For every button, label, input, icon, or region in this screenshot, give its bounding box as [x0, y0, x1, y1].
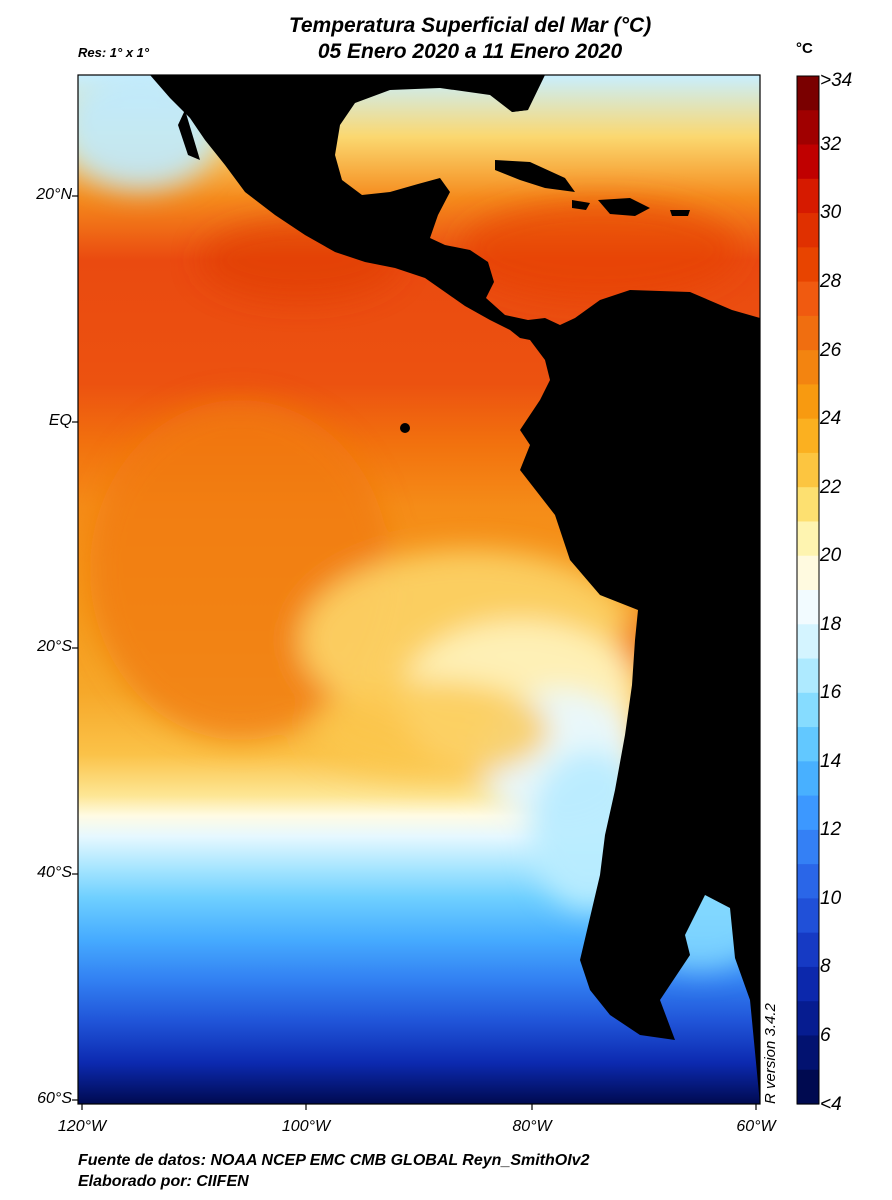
- colorbar-swatch: [797, 281, 819, 317]
- colorbar-tick-label: 22: [820, 477, 842, 498]
- colorbar-label-bottom: <4: [820, 1094, 842, 1115]
- colorbar-tick-label: 24: [820, 408, 842, 429]
- colorbar-swatch: [797, 692, 819, 728]
- landmass: [150, 75, 760, 1104]
- colorbar-swatch: [797, 555, 819, 591]
- colorbar-tick-label: 28: [820, 271, 842, 292]
- author-credit: Elaborado por: CIIFEN: [78, 1173, 249, 1190]
- data-source-credit: Fuente de datos: NOAA NCEP EMC CMB GLOBA…: [78, 1152, 590, 1169]
- colorbar-tick-label: 32: [820, 134, 842, 155]
- colorbar-frame: [796, 75, 820, 1105]
- colorbar-tick-label: 10: [820, 888, 842, 909]
- colorbar-swatch: [797, 864, 819, 899]
- colorbar-swatch: [797, 487, 819, 523]
- colorbar-swatch: [797, 795, 819, 831]
- map-date-range: 05 Enero 2020 a 11 Enero 2020: [317, 40, 623, 63]
- colorbar-swatch: [797, 521, 819, 557]
- colorbar-tick-label: 30: [820, 202, 842, 223]
- colorbar-swatch: [797, 213, 819, 248]
- colorbar-swatch: [797, 1035, 819, 1071]
- colorbar-tick-label: 8: [820, 956, 831, 977]
- lat-label-20n: 20°N: [36, 186, 72, 203]
- lat-label-40s: 40°S: [37, 864, 72, 881]
- colorbar-swatch: [797, 932, 819, 968]
- colorbar-unit: °C: [796, 40, 813, 57]
- lon-label-60w: 60°W: [736, 1118, 776, 1135]
- resolution-label: Res: 1° x 1°: [78, 45, 150, 60]
- lon-label-100w: 100°W: [281, 1118, 331, 1135]
- colorbar-swatch: [797, 315, 819, 351]
- r-version-label: R version 3.4.2: [762, 1003, 779, 1104]
- colorbar-swatch: [797, 247, 819, 283]
- colorbar-tick-label: 26: [820, 340, 842, 361]
- colorbar-tick-label: 12: [820, 819, 842, 840]
- colorbar-tick-label: 6: [820, 1025, 831, 1046]
- colorbar-swatch: [797, 1069, 819, 1105]
- colorbar-swatch: [797, 898, 819, 934]
- map-title: Temperatura Superficial del Mar (°C): [288, 14, 652, 37]
- colorbar-swatch: [797, 966, 819, 1002]
- lat-label-60s: 60°S: [37, 1090, 72, 1107]
- colorbar-swatch: [797, 384, 819, 420]
- lon-label-80w: 80°W: [512, 1118, 552, 1135]
- lon-label-120w: 120°W: [57, 1118, 107, 1135]
- lat-label-20s: 20°S: [37, 638, 72, 655]
- colorbar-swatch: [797, 761, 819, 797]
- axis-ticks: [72, 195, 757, 1110]
- colorbar-swatch: [797, 418, 819, 454]
- colorbar-swatch: [797, 658, 819, 694]
- colorbar-swatch: [797, 178, 819, 214]
- sst-field: [78, 75, 760, 1104]
- colorbar-tick-label: 18: [820, 614, 842, 635]
- colorbar-swatch: [797, 452, 819, 488]
- colorbar-swatch: [797, 350, 819, 385]
- colorbar-swatch: [797, 76, 819, 111]
- colorbar-swatch: [797, 110, 819, 146]
- colorbar-label-top: >34: [820, 70, 853, 91]
- colorbar-swatch: [797, 1001, 819, 1037]
- colorbar-swatch: [797, 829, 819, 865]
- colorbar-swatch: [797, 727, 819, 762]
- colorbar-swatch: [797, 624, 819, 660]
- lat-label-eq: EQ: [48, 412, 72, 429]
- colorbar-swatch: [797, 144, 819, 180]
- colorbar-tick-label: 14: [820, 751, 842, 772]
- colorbar: [796, 75, 820, 1105]
- colorbar-swatch: [797, 590, 819, 625]
- map-frame: [77, 74, 761, 1105]
- colorbar-tick-label: 16: [820, 682, 842, 703]
- colorbar-tick-label: 20: [820, 545, 842, 566]
